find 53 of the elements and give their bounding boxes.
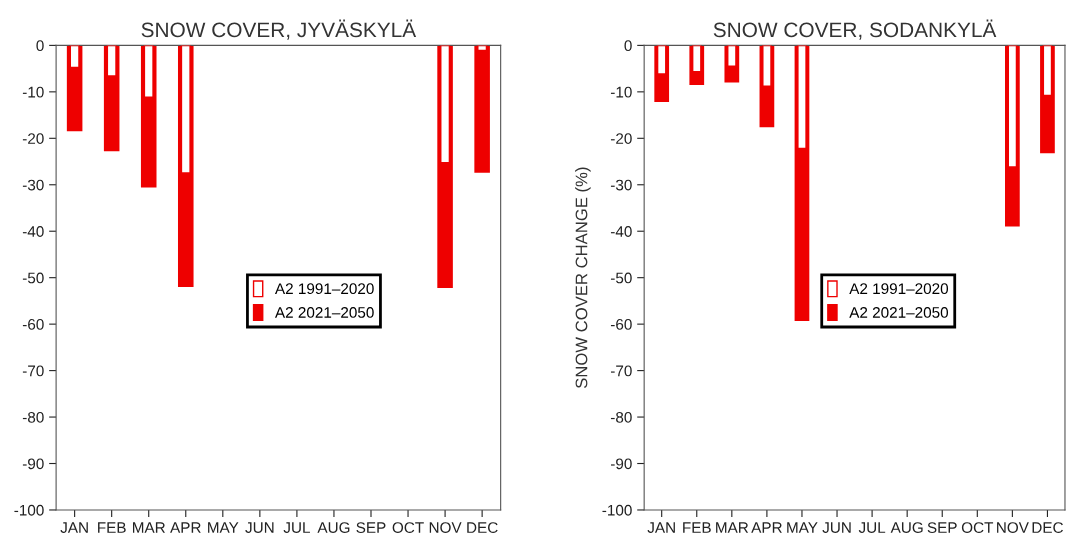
y-tick-label: -100	[14, 504, 44, 516]
y-tick-label: -20	[610, 133, 632, 144]
x-tick-label: JAN	[60, 522, 88, 533]
x-tick-label: JAN	[647, 522, 675, 533]
y-tick-label: -30	[22, 179, 44, 191]
y-tick-label: -40	[22, 226, 44, 237]
y-tick-label: -100	[602, 504, 632, 516]
legend-label: A2 1991–2020	[849, 283, 949, 295]
chart-title: SNOW COVER, SODANKYLÄ	[713, 19, 997, 40]
y-tick-label: 0	[36, 40, 44, 52]
x-tick-label: AUG	[890, 522, 923, 533]
y-tick-label: -60	[610, 319, 632, 330]
chart-title: SNOW COVER, JYVÄSKYLÄ	[141, 19, 417, 40]
x-tick-label: OCT	[392, 522, 424, 533]
x-tick-label: NOV	[429, 522, 462, 533]
y-tick-label: -40	[610, 226, 632, 237]
x-tick-label: APR	[751, 522, 782, 533]
y-tick-label: -10	[22, 86, 44, 98]
y-tick-label: -90	[610, 458, 632, 470]
x-tick-label: JUN	[245, 522, 274, 533]
y-tick-label: -60	[22, 319, 44, 330]
y-tick-label: -80	[610, 411, 632, 423]
legend-label: A2 1991–2020	[274, 283, 374, 295]
x-tick-label: MAR	[716, 522, 749, 533]
x-tick-label: MAY	[208, 522, 239, 533]
x-tick-label: FEB	[683, 522, 711, 533]
y-tick-label: -50	[610, 272, 632, 284]
legend-label: A2 2021–2050	[274, 307, 374, 318]
y-tick-label: 0	[624, 40, 632, 52]
legend-label: A2 2021–2050	[849, 307, 949, 318]
x-tick-label: DEC	[1032, 522, 1063, 533]
y-tick-label: -80	[22, 411, 44, 423]
y-tick-label: -70	[22, 365, 44, 377]
x-tick-label: DEC	[467, 522, 498, 533]
x-tick-label: FEB	[98, 522, 126, 533]
y-tick-label: -20	[22, 133, 44, 144]
x-tick-label: AUG	[317, 522, 350, 533]
x-tick-label: NOV	[997, 522, 1029, 533]
x-tick-label: SEP	[356, 522, 386, 533]
y-tick-label: -10	[610, 86, 632, 98]
x-tick-label: MAY	[787, 522, 818, 533]
x-tick-label: SEP	[927, 522, 957, 533]
x-tick-label: JUL	[858, 522, 886, 533]
y-tick-label: -90	[22, 458, 44, 470]
x-tick-label: JUN	[822, 522, 851, 533]
y-tick-label: -70	[610, 365, 632, 377]
x-tick-label: OCT	[961, 522, 994, 533]
y-axis-title: SNOW COVER CHANGE (%)	[575, 167, 591, 389]
x-tick-label: JUL	[283, 522, 310, 533]
y-tick-label: -50	[22, 272, 44, 284]
x-tick-label: MAR	[133, 522, 165, 533]
x-tick-label: APR	[170, 522, 201, 533]
y-tick-label: -30	[610, 179, 632, 191]
